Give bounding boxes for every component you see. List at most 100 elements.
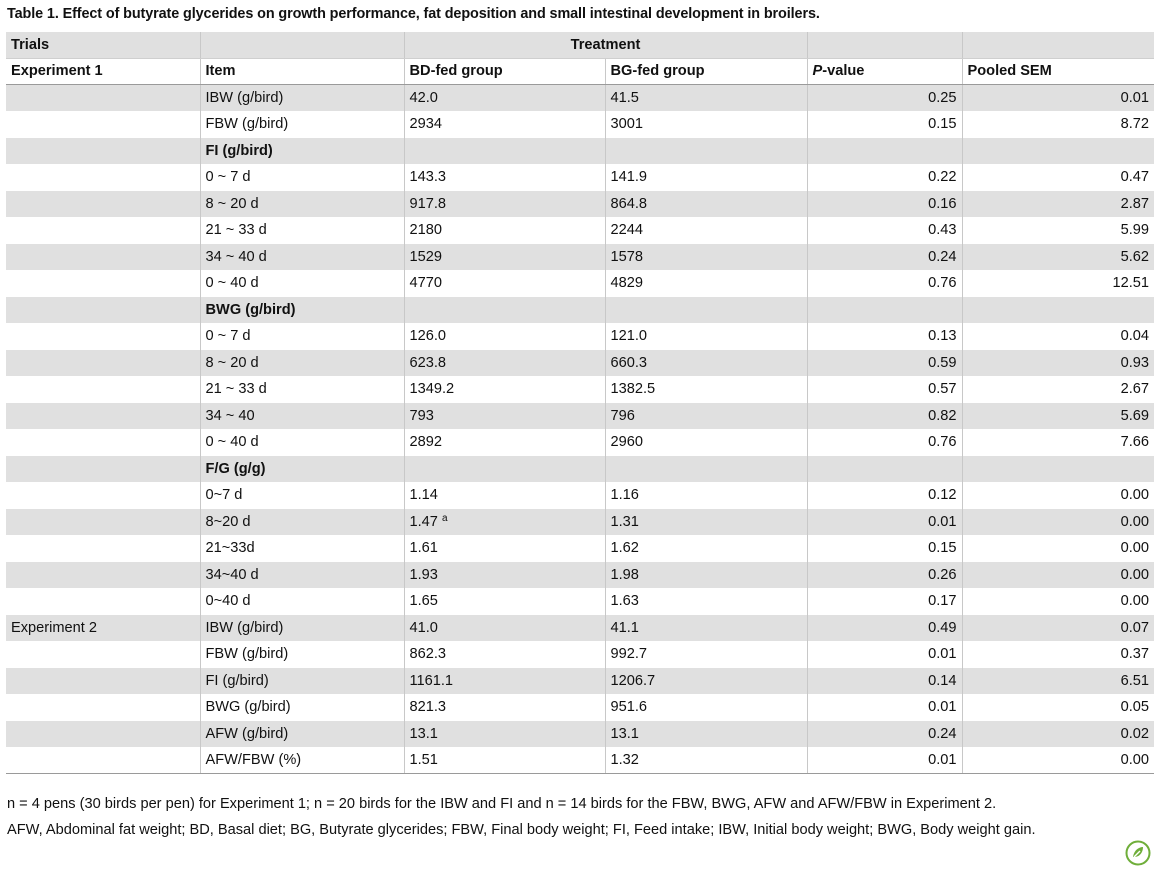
cell-bg: 41.1 xyxy=(604,614,807,641)
table-row: FI (g/bird) 1161.1 1206.7 0.14 6.51 xyxy=(6,667,1154,694)
cell-bg: 1.32 xyxy=(604,746,807,774)
cell-p-value: 0.15 xyxy=(806,110,962,138)
table-row: 21 ~ 33 d 1349.2 1382.5 0.57 2.67 xyxy=(6,375,1154,403)
cell-p-value: 0.59 xyxy=(806,349,962,376)
cell-item: 0 ~ 7 d xyxy=(199,163,404,191)
cell-p-value: 0.14 xyxy=(806,667,962,694)
cell-p-value: 0.22 xyxy=(806,163,962,191)
cell-pooled-sem: 0.00 xyxy=(961,534,1154,562)
cell-bd: 1.65 xyxy=(403,587,605,615)
header-treatment: Treatment xyxy=(403,31,807,59)
cell-trial xyxy=(6,163,200,191)
cell-bd: 1.93 xyxy=(403,561,605,588)
cell-bd xyxy=(403,296,605,323)
cell-pooled-sem: 5.99 xyxy=(961,216,1154,244)
cell-trial xyxy=(6,746,200,774)
cell-bg: 2960 xyxy=(604,428,807,456)
cell-bd: 1.47 a xyxy=(403,508,605,535)
cell-item: FBW (g/bird) xyxy=(199,110,404,138)
cell-item: 0 ~ 40 d xyxy=(199,269,404,297)
table-row: 21 ~ 33 d 2180 2244 0.43 5.99 xyxy=(6,216,1154,244)
table-row: 0 ~ 7 d 143.3 141.9 0.22 0.47 xyxy=(6,163,1154,191)
cell-item: FBW (g/bird) xyxy=(199,640,404,668)
cell-p-value: 0.12 xyxy=(806,481,962,509)
cell-p-value: 0.16 xyxy=(806,190,962,217)
cell-p-value: 0.24 xyxy=(806,720,962,747)
cell-pooled-sem: 0.37 xyxy=(961,640,1154,668)
cell-trial xyxy=(6,190,200,217)
table-row: AFW/FBW (%) 1.51 1.32 0.01 0.00 xyxy=(6,746,1154,774)
cell-trial xyxy=(6,137,200,164)
cell-bg: 992.7 xyxy=(604,640,807,668)
table-row: IBW (g/bird) 42.0 41.5 0.25 0.01 xyxy=(6,84,1154,111)
cell-p-value xyxy=(806,296,962,323)
cell-pooled-sem: 0.00 xyxy=(961,587,1154,615)
cell-bg: 660.3 xyxy=(604,349,807,376)
plos-logo-icon xyxy=(1125,840,1151,866)
cell-trial xyxy=(6,296,200,323)
cell-bg xyxy=(604,137,807,164)
cell-bd: 126.0 xyxy=(403,322,605,350)
cell-p-value: 0.82 xyxy=(806,402,962,429)
cell-bd: 2892 xyxy=(403,428,605,456)
table-row: 21~33d 1.61 1.62 0.15 0.00 xyxy=(6,534,1154,562)
table-row: 0~40 d 1.65 1.63 0.17 0.00 xyxy=(6,587,1154,615)
cell-bg: 1.62 xyxy=(604,534,807,562)
table-row: FBW (g/bird) 2934 3001 0.15 8.72 xyxy=(6,110,1154,138)
header-pooled-sem: Pooled SEM xyxy=(961,57,1154,85)
cell-item: BWG (g/bird) xyxy=(199,296,404,323)
cell-pooled-sem: 8.72 xyxy=(961,110,1154,138)
cell-trial xyxy=(6,322,200,350)
cell-bd xyxy=(403,137,605,164)
cell-trial xyxy=(6,667,200,694)
cell-pooled-sem: 0.00 xyxy=(961,746,1154,774)
cell-bg: 41.5 xyxy=(604,84,807,111)
cell-bd: 623.8 xyxy=(403,349,605,376)
table-caption: Table 1. Effect of butyrate glycerides o… xyxy=(7,6,820,22)
cell-bd: 1.51 xyxy=(403,746,605,774)
cell-item: 34~40 d xyxy=(199,561,404,588)
cell-item: IBW (g/bird) xyxy=(199,614,404,641)
cell-pooled-sem: 0.00 xyxy=(961,508,1154,535)
cell-item: AFW/FBW (%) xyxy=(199,746,404,774)
cell-trial xyxy=(6,110,200,138)
cell-p-value: 0.57 xyxy=(806,375,962,403)
cell-pooled-sem: 0.01 xyxy=(961,84,1154,111)
header-trials: Trials xyxy=(6,31,200,59)
cell-bg xyxy=(604,455,807,482)
cell-bd xyxy=(403,455,605,482)
cell-bd: 4770 xyxy=(403,269,605,297)
cell-item: 0~7 d xyxy=(199,481,404,509)
cell-bd: 1349.2 xyxy=(403,375,605,403)
cell-bg: 1.16 xyxy=(604,481,807,509)
header-row-1: Trials Treatment xyxy=(6,31,1154,59)
data-table: Trials Treatment Experiment 1 Item BD-fe… xyxy=(6,31,1154,774)
footnote-abbreviations: AFW, Abdominal fat weight; BD, Basal die… xyxy=(7,822,1036,838)
cell-item: 0 ~ 40 d xyxy=(199,428,404,456)
footnote-marker: a xyxy=(441,512,448,524)
cell-p-value: 0.17 xyxy=(806,587,962,615)
table-row: 34~40 d 1.93 1.98 0.26 0.00 xyxy=(6,561,1154,588)
cell-bg: 1578 xyxy=(604,243,807,270)
cell-trial xyxy=(6,375,200,403)
cell-trial xyxy=(6,481,200,509)
cell-bd: 1.14 xyxy=(403,481,605,509)
cell-bd: 1.61 xyxy=(403,534,605,562)
cell-bd: 41.0 xyxy=(403,614,605,641)
cell-p-value: 0.01 xyxy=(806,640,962,668)
cell-item: F/G (g/g) xyxy=(199,455,404,482)
cell-pooled-sem: 5.69 xyxy=(961,402,1154,429)
table-row: FI (g/bird) xyxy=(6,137,1154,164)
cell-trial xyxy=(6,428,200,456)
header-item: Item xyxy=(199,57,404,85)
cell-bg: 1.63 xyxy=(604,587,807,615)
cell-trial xyxy=(6,243,200,270)
cell-p-value: 0.01 xyxy=(806,508,962,535)
table-row: 34 ~ 40 793 796 0.82 5.69 xyxy=(6,402,1154,429)
cell-item: 8~20 d xyxy=(199,508,404,535)
table-row: BWG (g/bird) 821.3 951.6 0.01 0.05 xyxy=(6,693,1154,721)
header-experiment-1: Experiment 1 xyxy=(6,57,200,85)
cell-pooled-sem: 7.66 xyxy=(961,428,1154,456)
cell-trial xyxy=(6,216,200,244)
cell-p-value: 0.01 xyxy=(806,746,962,774)
